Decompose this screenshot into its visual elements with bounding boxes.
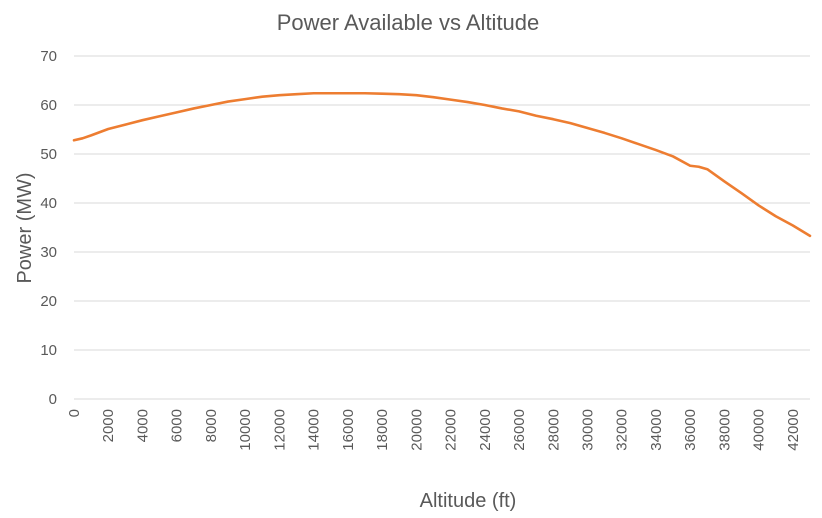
data-point [90, 134, 92, 137]
x-tick-label: 16000 [340, 409, 357, 451]
y-axis-tick-labels: 0 10 20 30 40 50 60 70 [40, 48, 57, 408]
y-tick-label: 70 [40, 48, 57, 65]
data-point [809, 235, 811, 237]
y-tick-label: 50 [40, 146, 57, 163]
x-tick-label: 42000 [785, 409, 802, 451]
data-point [638, 143, 640, 145]
x-tick-label: 30000 [579, 409, 596, 451]
data-point [175, 111, 178, 114]
data-point [757, 204, 760, 207]
data-point [158, 115, 161, 118]
x-tick-label: 40000 [751, 409, 768, 451]
y-tick-label: 0 [49, 391, 57, 408]
data-point [278, 94, 281, 96]
data-point [689, 164, 691, 167]
x-axis-title: Altitude (ft) [420, 490, 517, 512]
data-point [586, 127, 589, 129]
y-tick-label: 20 [40, 293, 57, 310]
data-point [295, 93, 298, 96]
data-point [398, 93, 401, 96]
x-tick-label: 36000 [682, 409, 699, 451]
data-point [141, 119, 144, 121]
data-point [81, 137, 84, 140]
x-tick-label: 22000 [443, 409, 460, 451]
y-axis-title: Power (MW) [14, 172, 36, 283]
data-point [227, 100, 229, 103]
data-point [364, 92, 366, 95]
series-line-0 [72, 91, 812, 238]
chart-title: Power Available vs Altitude [277, 10, 540, 35]
x-tick-label: 20000 [408, 409, 425, 451]
x-tick-label: 6000 [169, 409, 186, 442]
data-point [483, 104, 486, 106]
data-point [792, 224, 794, 227]
x-axis-tick-labels: 0 2000 4000 6000 8000 10000 12000 14000 16000 180… [66, 409, 802, 451]
data-point [518, 110, 520, 113]
x-tick-label: 2000 [100, 409, 117, 442]
data-point [312, 92, 315, 95]
data-point [501, 107, 503, 110]
x-tick-label: 14000 [306, 409, 323, 451]
data-point [329, 92, 332, 95]
data-point [697, 165, 700, 168]
plot-area [72, 91, 812, 238]
x-tick-label: 0 [66, 409, 83, 417]
data-point [655, 149, 657, 151]
data-point [535, 114, 537, 117]
data-point [261, 95, 264, 98]
data-point [244, 98, 246, 100]
data-point [706, 168, 709, 170]
y-tick-label: 60 [40, 97, 57, 114]
x-tick-label: 34000 [648, 409, 665, 451]
data-point [381, 92, 383, 95]
x-tick-label: 8000 [203, 409, 220, 442]
x-tick-label: 32000 [614, 409, 631, 451]
x-tick-label: 18000 [374, 409, 391, 451]
x-tick-label: 26000 [511, 409, 528, 451]
x-tick-label: 10000 [237, 409, 254, 451]
data-point [449, 98, 452, 101]
data-point [620, 137, 623, 140]
y-tick-label: 30 [40, 244, 57, 261]
data-point [432, 96, 435, 98]
data-point [672, 155, 674, 158]
data-point [210, 104, 212, 106]
x-tick-label: 4000 [134, 409, 151, 442]
data-point [347, 92, 349, 95]
data-point [193, 107, 195, 110]
y-tick-label: 10 [40, 342, 57, 359]
y-tick-label: 40 [40, 195, 57, 212]
x-tick-label: 24000 [477, 409, 494, 451]
data-point [603, 132, 606, 134]
x-tick-label: 38000 [716, 409, 733, 451]
data-point [569, 122, 572, 124]
data-point [466, 101, 469, 103]
gridlines [74, 55, 810, 400]
x-tick-label: 12000 [271, 409, 288, 451]
x-tick-label: 28000 [545, 409, 562, 451]
data-point [73, 139, 75, 142]
data-point [107, 128, 110, 130]
data-point [552, 118, 555, 121]
data-point [774, 215, 777, 218]
data-point [740, 192, 743, 194]
data-point [124, 123, 127, 126]
data-point [415, 94, 418, 96]
data-point [723, 180, 726, 183]
